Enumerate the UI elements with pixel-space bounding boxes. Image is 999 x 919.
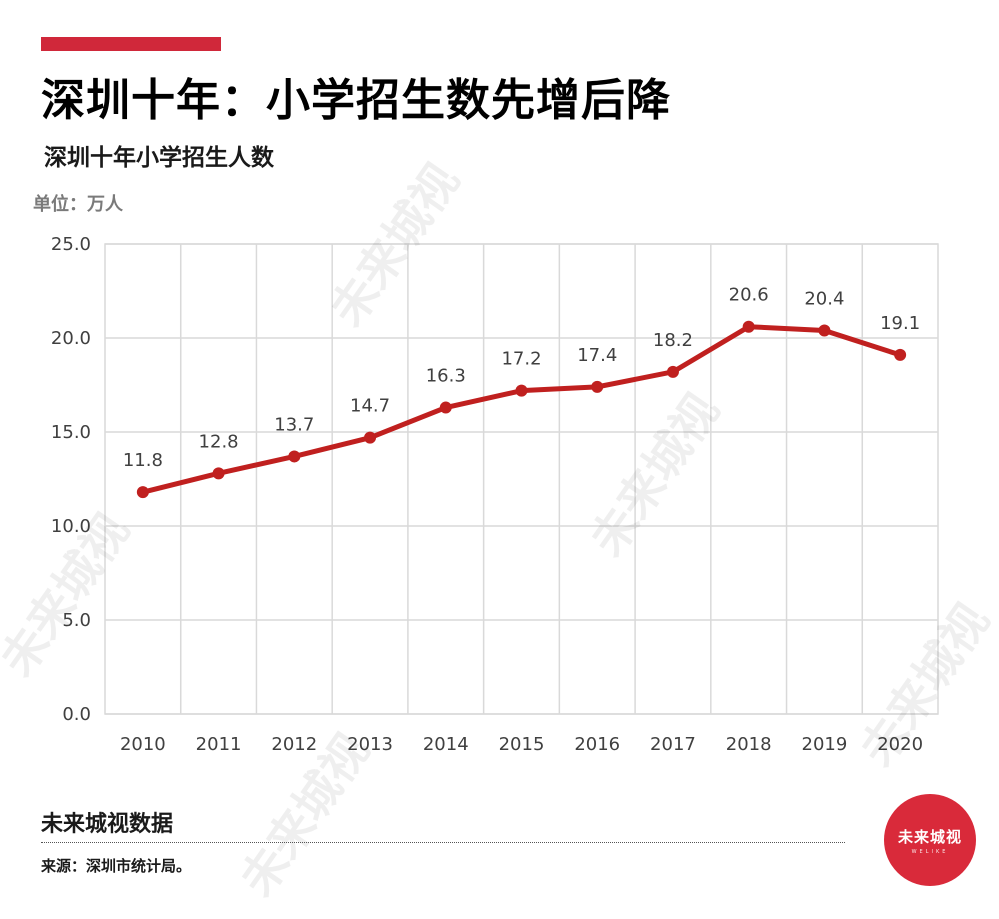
data-point [136,486,149,499]
unit-label: 单位：万人 [33,194,123,215]
data-label: 12.8 [199,431,239,452]
data-label: 19.1 [880,313,920,334]
x-tick-label: 2018 [726,734,772,755]
data-point [666,365,679,378]
data-label: 20.6 [729,285,769,306]
source-note: 来源：深圳市统计局。 [41,857,192,875]
plot-frame [104,243,939,715]
y-tick-label: 5.0 [62,610,91,631]
data-label: 17.2 [501,349,541,370]
data-point [591,380,604,393]
data-label: 11.8 [123,450,163,471]
chart-subtitle: 深圳十年小学招生人数 [44,145,274,171]
data-label: 18.2 [653,330,693,351]
x-tick-label: 2014 [423,734,469,755]
x-tick-label: 2016 [574,734,620,755]
x-tick-label: 2013 [347,734,393,755]
y-tick-label: 20.0 [51,328,91,349]
x-tick-label: 2011 [196,734,242,755]
data-label: 16.3 [426,366,466,387]
y-tick-label: 25.0 [51,234,91,255]
x-tick-label: 2012 [271,734,317,755]
y-tick-label: 15.0 [51,422,91,443]
data-point [212,467,225,480]
x-tick-label: 2019 [802,734,848,755]
data-label: 13.7 [274,414,314,435]
logo-subtext: WELIKE [911,848,949,855]
data-label: 17.4 [577,345,617,366]
x-tick-label: 2017 [650,734,696,755]
x-tick-label: 2010 [120,734,166,755]
y-tick-label: 10.0 [51,516,91,537]
data-point [818,324,831,337]
accent-bar [41,37,221,51]
brand-label: 未来城视数据 [41,812,174,837]
data-label: 20.4 [804,288,844,309]
page-title: 深圳十年：小学招生数先增后降 [41,75,671,126]
data-point [742,320,755,333]
logo-text: 未来城视 [897,827,962,846]
data-point [288,450,301,463]
x-tick-label: 2015 [499,734,545,755]
data-point [515,384,528,397]
footer-divider [41,842,845,843]
y-tick-label: 0.0 [62,704,91,725]
data-label: 14.7 [350,396,390,417]
data-point [364,431,377,444]
x-tick-label: 2020 [877,734,923,755]
data-point [894,348,907,361]
brand-logo: 未来城视 WELIKE [884,794,976,886]
data-point [439,401,452,414]
